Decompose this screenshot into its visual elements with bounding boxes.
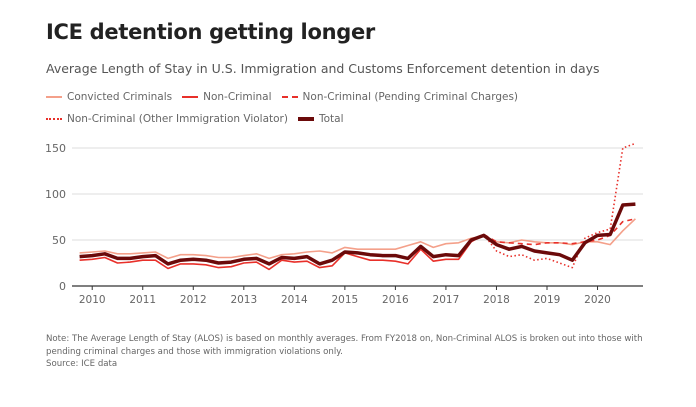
x-tick-label: 2013 [230, 294, 257, 306]
legend-swatch [46, 96, 62, 98]
legend-swatch [182, 96, 199, 98]
legend-swatch [46, 118, 62, 120]
source-text: Source: ICE data [46, 359, 118, 369]
x-tick-label: 2015 [332, 294, 359, 306]
legend-label: Convicted Criminals [67, 91, 173, 103]
y-tick-label: 100 [45, 188, 66, 201]
note-text: Note: The Average Length of Stay (ALOS) … [46, 334, 643, 357]
legend-label: Non-Criminal (Other Immigration Violator… [67, 113, 288, 125]
legend-item-convicted: Convicted Criminals [46, 91, 172, 103]
x-tick-label: 2012 [180, 294, 207, 306]
x-tick-label: 2019 [534, 294, 561, 306]
legend-item-noncriminal: Non-Criminal [182, 91, 272, 103]
x-tick-label: 2017 [433, 294, 460, 306]
y-tick-label: 150 [45, 142, 66, 155]
legend-item-total: Total [297, 113, 344, 125]
series-line-total [79, 202, 636, 266]
x-tick-label: 2020 [584, 294, 611, 306]
x-tick-label: 2011 [129, 294, 156, 306]
line-chart: 0 50 100 150 2010 2011 2012 2013 2014 2015 2016 201… [45, 142, 643, 306]
x-tick-label: 2014 [281, 294, 308, 306]
x-tick-label: 2016 [382, 294, 409, 306]
chart-title: ICE detention getting longer [46, 20, 375, 44]
x-tick-label: 2010 [79, 294, 106, 306]
legend-label: Non-Criminal (Pending Criminal Charges) [302, 91, 519, 103]
y-tick-label: 0 [59, 280, 66, 293]
legend-label: Total [318, 113, 344, 125]
legend-item-other: Non-Criminal (Other Immigration Violator… [46, 113, 288, 125]
chart-subtitle: Average Length of Stay in U.S. Immigrati… [46, 61, 600, 76]
chart-note: Note: The Average Length of Stay (ALOS) … [46, 333, 666, 371]
series-line-convicted-criminals [79, 218, 636, 260]
legend-row-2: Non-Criminal (Other Immigration Violator… [46, 113, 344, 125]
legend-row-1: Convicted Criminals Non-Criminal Non-Cri… [46, 91, 518, 103]
legend-label: Non-Criminal [203, 91, 272, 103]
series-line-non-criminal [79, 233, 485, 271]
legend-item-pending: Non-Criminal (Pending Criminal Charges) [281, 91, 519, 103]
x-tick-label: 2018 [483, 294, 510, 306]
legend-swatch [297, 117, 314, 121]
legend-swatch [281, 96, 298, 98]
y-tick-label: 50 [52, 234, 66, 247]
